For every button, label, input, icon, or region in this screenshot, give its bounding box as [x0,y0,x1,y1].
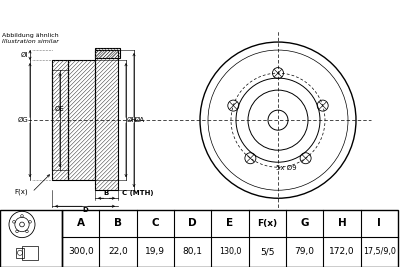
Text: 5x Ø9: 5x Ø9 [276,165,296,171]
Bar [95,50,118,190]
Text: F(x): F(x) [14,189,28,195]
Text: Abbildung ähnlich: Abbildung ähnlich [2,33,59,38]
Text: B: B [114,218,122,229]
Text: A: A [77,218,85,229]
Text: ØG: ØG [17,117,28,123]
Text: H: H [338,218,346,229]
Bar [95,48,120,58]
Text: E: E [226,218,234,229]
Text: 172,0: 172,0 [329,247,355,256]
Text: ØH: ØH [127,117,138,123]
Text: ØA: ØA [135,117,145,123]
Text: Illustration similar: Illustration similar [2,39,59,44]
Text: C (MTH): C (MTH) [122,190,154,196]
Text: B: B [104,190,109,196]
Text: G: G [300,218,309,229]
Text: 22,0: 22,0 [108,247,128,256]
Text: F(x): F(x) [257,219,277,228]
Text: ØI: ØI [21,52,28,58]
Text: 300,0: 300,0 [68,247,94,256]
Bar [68,60,95,180]
Text: 422298: 422298 [272,9,336,23]
Text: 19,9: 19,9 [145,247,165,256]
Text: I: I [377,218,381,229]
Bar [22,246,38,260]
Text: D: D [188,218,197,229]
Text: D: D [82,207,88,213]
Text: 130,0: 130,0 [219,247,241,256]
Text: 79,0: 79,0 [295,247,315,256]
Text: C: C [152,218,159,229]
Bar [52,60,68,180]
Bar [0,210,62,267]
Text: 5/5: 5/5 [260,247,274,256]
Text: ØE: ØE [55,106,65,112]
Bar [62,210,398,267]
Text: 24.0122-0298.1: 24.0122-0298.1 [93,9,227,23]
Bar [16,248,24,258]
Text: 17,5/9,0: 17,5/9,0 [363,247,396,256]
Text: 80,1: 80,1 [183,247,203,256]
